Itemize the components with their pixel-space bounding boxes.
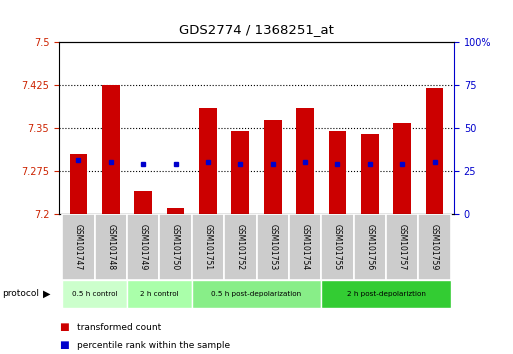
Bar bbox=[134, 191, 152, 214]
Text: percentile rank within the sample: percentile rank within the sample bbox=[77, 341, 230, 350]
Bar bbox=[167, 209, 185, 214]
Bar bbox=[256, 214, 289, 280]
Text: 2 h control: 2 h control bbox=[140, 291, 179, 297]
Text: protocol: protocol bbox=[3, 289, 40, 298]
Text: GSM101749: GSM101749 bbox=[139, 224, 148, 270]
Bar bbox=[192, 280, 321, 308]
Bar bbox=[289, 214, 321, 280]
Text: ■: ■ bbox=[59, 322, 69, 332]
Bar bbox=[264, 120, 282, 214]
Text: GSM101747: GSM101747 bbox=[74, 224, 83, 270]
Bar bbox=[127, 214, 160, 280]
Text: GSM101750: GSM101750 bbox=[171, 224, 180, 270]
Bar bbox=[296, 108, 314, 214]
Text: ■: ■ bbox=[59, 340, 69, 350]
Text: 0.5 h control: 0.5 h control bbox=[72, 291, 117, 297]
Text: GDS2774 / 1368251_at: GDS2774 / 1368251_at bbox=[179, 23, 334, 36]
Text: GSM101752: GSM101752 bbox=[236, 224, 245, 270]
Text: GSM101755: GSM101755 bbox=[333, 224, 342, 270]
Bar bbox=[160, 214, 192, 280]
Bar bbox=[328, 131, 346, 214]
Bar bbox=[386, 214, 419, 280]
Text: GSM101757: GSM101757 bbox=[398, 224, 407, 270]
Text: GSM101748: GSM101748 bbox=[106, 224, 115, 270]
Bar bbox=[62, 214, 94, 280]
Bar bbox=[102, 85, 120, 214]
Bar bbox=[353, 214, 386, 280]
Text: ▶: ▶ bbox=[43, 289, 50, 299]
Text: GSM101751: GSM101751 bbox=[204, 224, 212, 270]
Bar bbox=[94, 214, 127, 280]
Bar bbox=[361, 134, 379, 214]
Text: GSM101756: GSM101756 bbox=[365, 224, 374, 270]
Text: 2 h post-depolariztion: 2 h post-depolariztion bbox=[347, 291, 425, 297]
Text: GSM101759: GSM101759 bbox=[430, 224, 439, 270]
Bar bbox=[199, 108, 217, 214]
Bar bbox=[393, 122, 411, 214]
Text: GSM101754: GSM101754 bbox=[301, 224, 309, 270]
Bar bbox=[419, 214, 451, 280]
Bar bbox=[70, 154, 87, 214]
Bar bbox=[426, 88, 443, 214]
Text: GSM101753: GSM101753 bbox=[268, 224, 277, 270]
Bar bbox=[192, 214, 224, 280]
Bar bbox=[62, 280, 127, 308]
Bar bbox=[231, 131, 249, 214]
Bar bbox=[127, 280, 192, 308]
Bar bbox=[321, 280, 451, 308]
Bar bbox=[224, 214, 256, 280]
Text: 0.5 h post-depolarization: 0.5 h post-depolarization bbox=[211, 291, 302, 297]
Text: transformed count: transformed count bbox=[77, 323, 161, 332]
Bar bbox=[321, 214, 353, 280]
